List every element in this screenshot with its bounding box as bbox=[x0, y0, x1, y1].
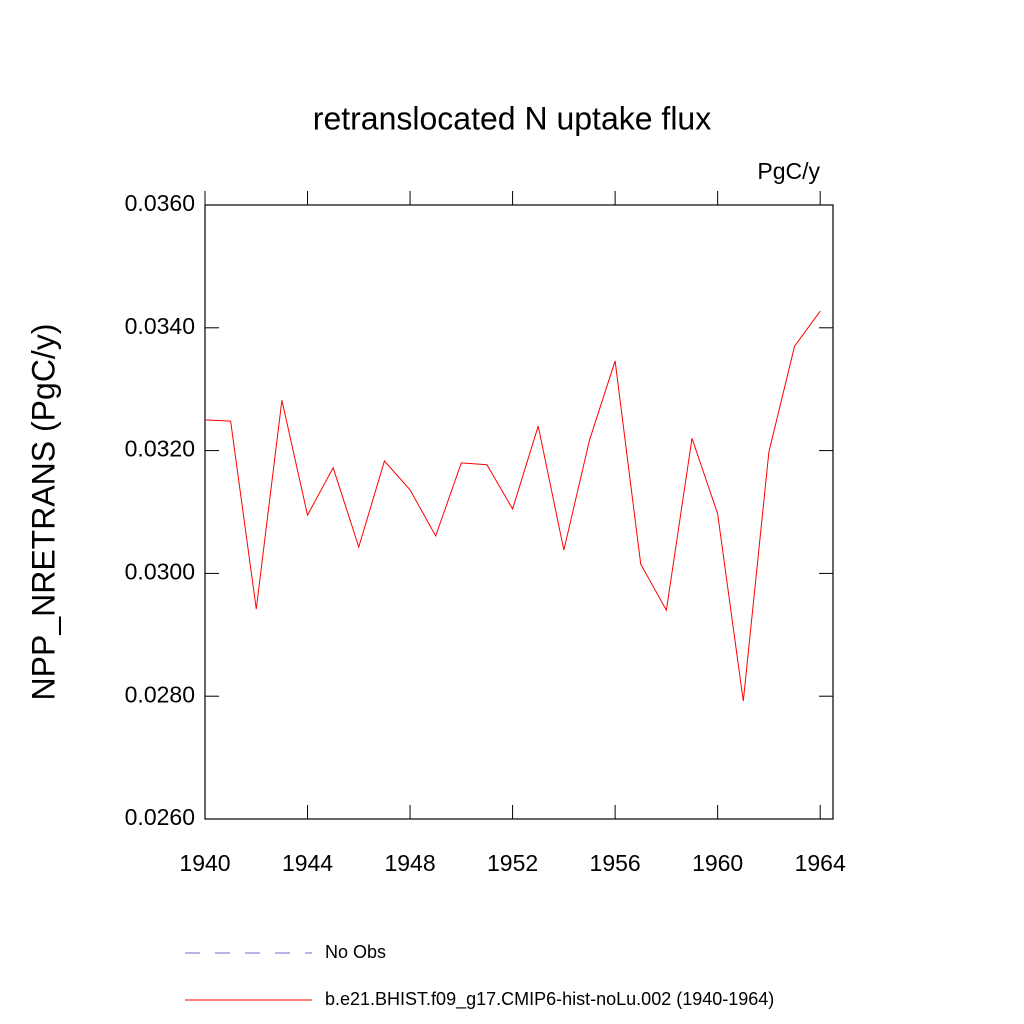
y-tick-label: 0.0360 bbox=[125, 190, 195, 216]
x-tick-label: 1964 bbox=[795, 850, 846, 876]
x-tick-label: 1948 bbox=[384, 850, 435, 876]
y-axis-label: NPP_NRETRANS (PgC/y) bbox=[25, 324, 61, 701]
x-tick-label: 1940 bbox=[179, 850, 230, 876]
x-tick-label: 1956 bbox=[590, 850, 641, 876]
y-tick-label: 0.0300 bbox=[125, 558, 195, 584]
units-label: PgC/y bbox=[757, 158, 820, 184]
y-tick-label: 0.0340 bbox=[125, 313, 195, 339]
x-tick-label: 1944 bbox=[282, 850, 333, 876]
plot-frame bbox=[204, 204, 834, 820]
x-tick-label: 1952 bbox=[487, 850, 538, 876]
x-tick-label: 1960 bbox=[692, 850, 743, 876]
y-tick-label: 0.0280 bbox=[125, 681, 195, 707]
legend-label: b.e21.BHIST.f09_g17.CMIP6-hist-noLu.002 … bbox=[325, 989, 774, 1010]
data-line bbox=[204, 310, 821, 702]
legend-label: No Obs bbox=[325, 942, 386, 962]
y-tick-label: 0.0260 bbox=[125, 804, 195, 830]
chart-title: retranslocated N uptake flux bbox=[313, 100, 711, 136]
y-tick-label: 0.0320 bbox=[125, 436, 195, 462]
